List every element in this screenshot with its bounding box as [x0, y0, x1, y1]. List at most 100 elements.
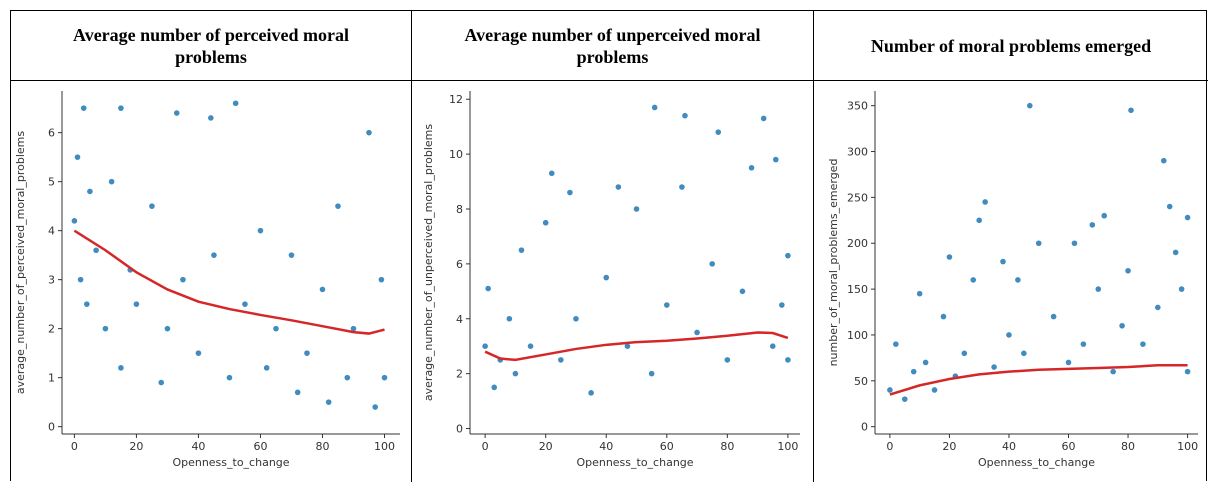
point	[80, 105, 87, 111]
point	[1035, 240, 1042, 247]
point	[512, 370, 519, 377]
y-axis-label: average_number_of_unperceived_moral_prob…	[422, 124, 435, 401]
point	[149, 203, 155, 209]
x-tick-label: 80	[1121, 440, 1135, 453]
point	[77, 276, 84, 283]
y-tick-label: 100	[847, 329, 868, 342]
x-tick-label: 0	[71, 440, 78, 453]
point	[1095, 286, 1102, 292]
x-tick-label: 60	[660, 440, 674, 453]
panel: Average number of unperceived moral prob…	[412, 11, 814, 482]
point	[1178, 286, 1185, 292]
point	[739, 288, 746, 295]
point	[1000, 258, 1006, 265]
point	[916, 290, 923, 297]
point	[294, 389, 301, 396]
point	[344, 374, 351, 381]
x-tick-label: 20	[942, 440, 956, 453]
point	[482, 343, 488, 349]
y-tick-label: 12	[449, 93, 463, 106]
point	[1110, 368, 1116, 375]
point	[1065, 359, 1072, 366]
point	[1027, 102, 1033, 109]
point	[1184, 368, 1191, 375]
point	[970, 277, 977, 283]
point	[527, 343, 534, 349]
point	[573, 315, 579, 322]
point	[1128, 107, 1134, 114]
point	[772, 156, 779, 163]
point	[1080, 341, 1087, 347]
point	[208, 115, 214, 121]
point	[257, 227, 264, 234]
point	[1166, 203, 1173, 210]
point	[893, 341, 899, 347]
trend-line	[73, 229, 385, 335]
x-axis-label: Openness_to_change	[172, 456, 289, 469]
point	[173, 110, 180, 116]
figure-table: Average number of perceived moral proble…	[10, 10, 1208, 482]
point	[615, 184, 622, 190]
point	[694, 329, 700, 336]
trend-line	[484, 331, 789, 362]
x-axis-label: Openness_to_change	[978, 456, 1095, 469]
panel-title: Number of moral problems emerged	[814, 11, 1208, 81]
point	[491, 384, 498, 391]
point	[1101, 212, 1108, 219]
y-tick-label: 10	[449, 148, 463, 161]
point	[603, 274, 610, 281]
x-tick-label: 0	[886, 440, 893, 453]
point	[651, 104, 658, 111]
point	[715, 129, 722, 135]
y-tick-label: 6	[456, 258, 463, 271]
y-tick-label: 350	[847, 100, 868, 113]
point	[1089, 222, 1096, 228]
point	[785, 252, 791, 259]
x-tick-label: 40	[1002, 440, 1016, 453]
point	[118, 105, 124, 111]
y-tick-label: 1	[48, 372, 55, 385]
trend-line	[889, 363, 1188, 396]
point	[263, 365, 270, 371]
point	[232, 100, 239, 107]
y-tick-label: 2	[456, 368, 463, 381]
y-tick-label: 6	[48, 127, 55, 140]
y-tick-label: 200	[847, 237, 868, 250]
point	[682, 112, 688, 119]
x-tick-label: 40	[599, 440, 613, 453]
point	[71, 218, 78, 224]
y-tick-label: 5	[48, 176, 55, 189]
point	[288, 252, 295, 258]
point	[1119, 322, 1125, 329]
y-tick-label: 0	[456, 423, 463, 436]
y-tick-label: 0	[48, 421, 55, 434]
point	[548, 170, 555, 177]
point	[366, 129, 372, 136]
point	[84, 301, 90, 307]
x-tick-label: 20	[129, 440, 143, 453]
point	[93, 247, 99, 254]
point	[1021, 350, 1027, 357]
point	[180, 276, 186, 283]
point	[1160, 157, 1167, 164]
point	[542, 219, 549, 226]
y-tick-label: 3	[48, 274, 55, 287]
point	[164, 325, 171, 332]
point	[1071, 240, 1078, 247]
point	[901, 396, 908, 402]
x-tick-label: 100	[1177, 440, 1198, 453]
point	[273, 325, 279, 332]
point	[760, 115, 767, 122]
point	[226, 374, 233, 381]
point	[118, 365, 124, 371]
x-tick-label: 60	[253, 440, 267, 453]
point	[518, 247, 525, 253]
panel: Number of moral problems emerged 0 20 40 60…	[814, 11, 1208, 482]
point	[335, 203, 341, 209]
point	[102, 325, 109, 332]
chart: 0 20 40 60 80 100 0 2 4 6 8 10 12 Openness_to_change a…	[422, 91, 800, 469]
point	[1015, 277, 1021, 283]
point	[567, 189, 573, 196]
point	[588, 390, 594, 396]
point	[378, 276, 385, 283]
